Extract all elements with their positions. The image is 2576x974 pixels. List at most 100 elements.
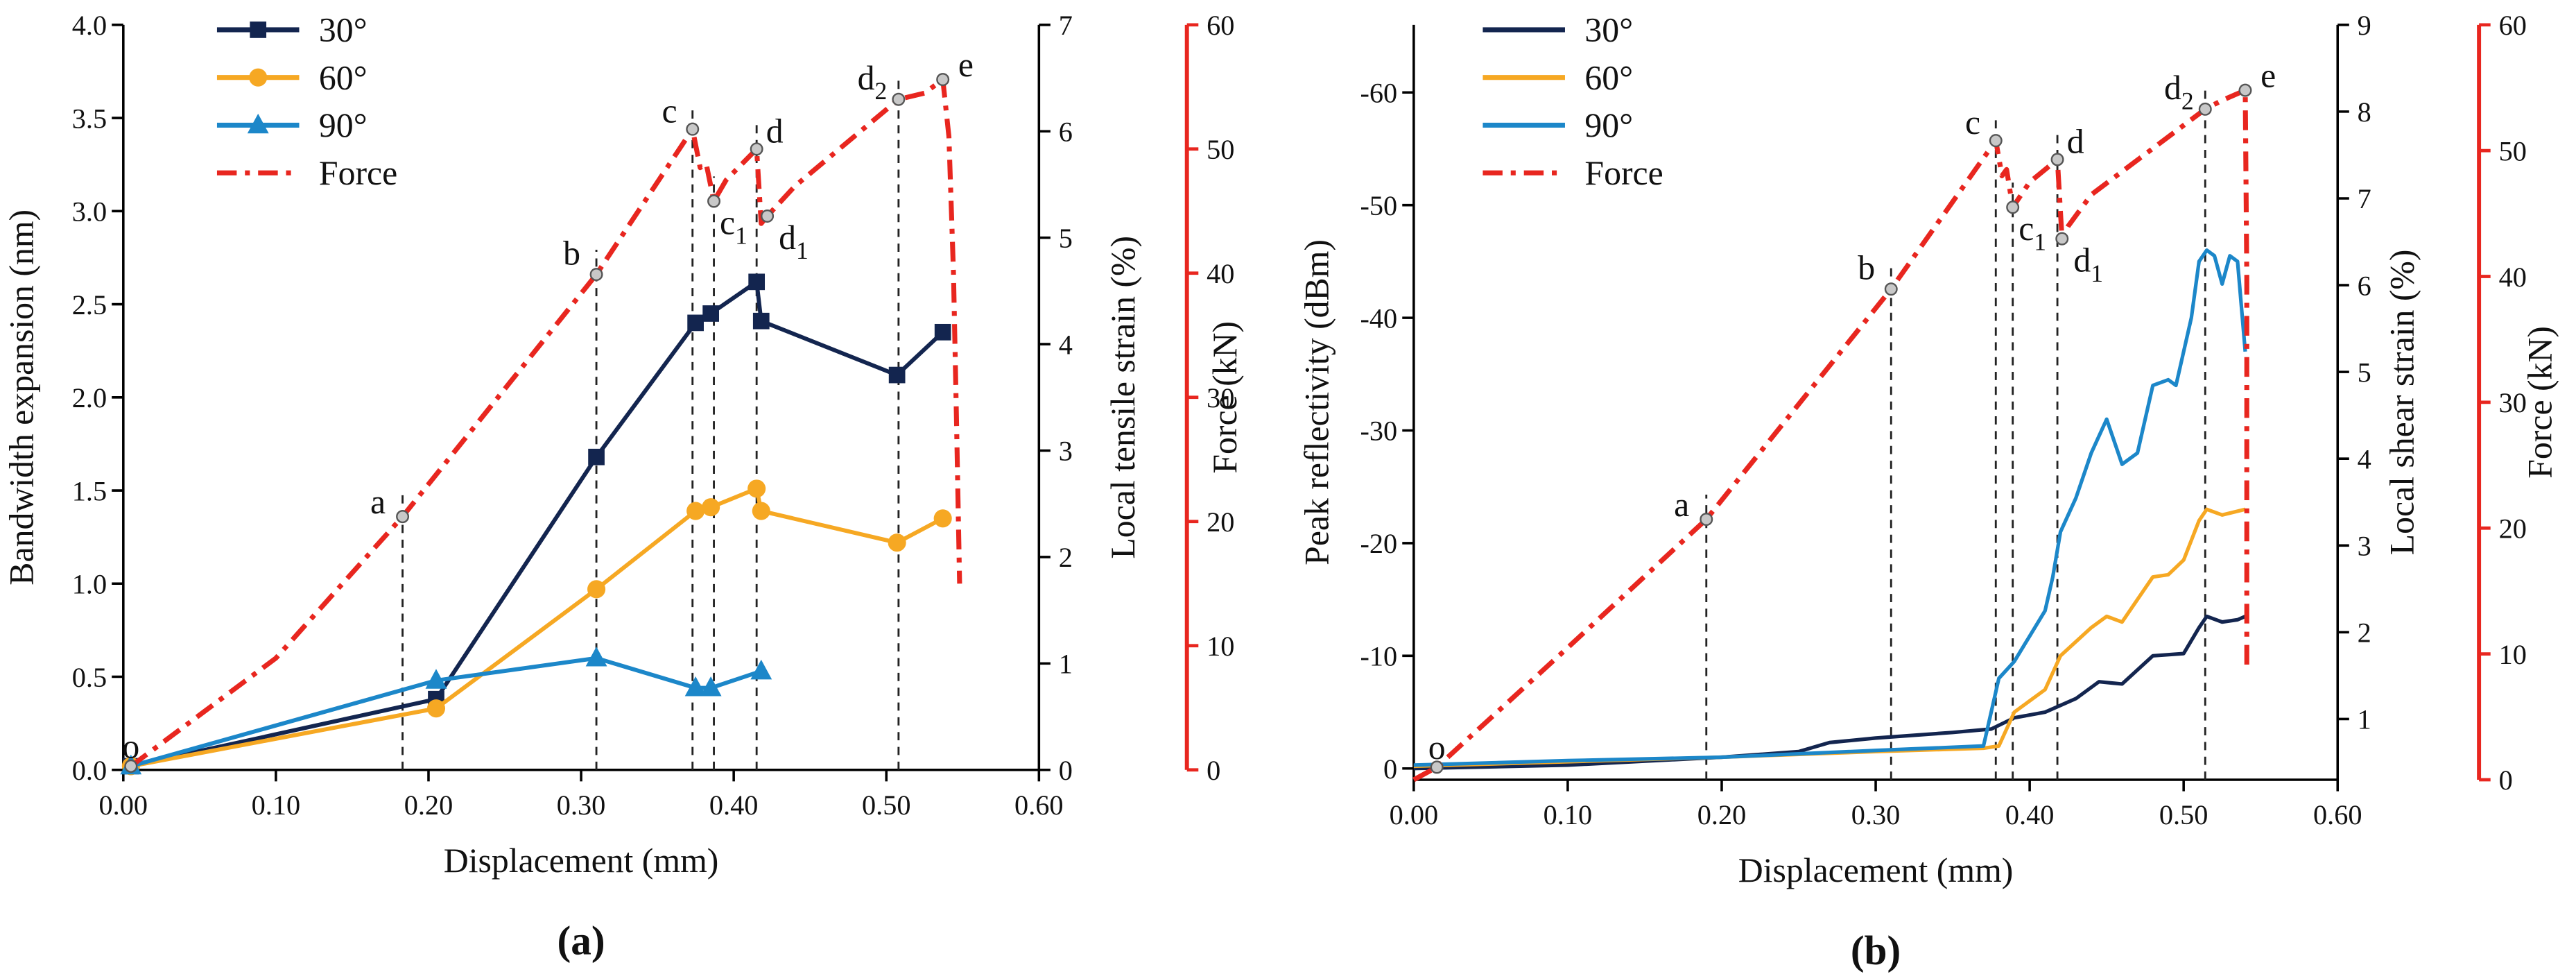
y-tick-label: 0 [1383,753,1397,785]
event-letter: c [2019,210,2034,248]
y3-tick-label: 0 [1207,755,1220,786]
series-line [130,486,944,769]
legend-label: 60° [1584,58,1633,96]
marker [686,502,705,520]
y3-tick-label: 40 [2499,262,2527,293]
legend-marker [247,113,269,134]
event-letter: a [1674,486,1689,524]
y2-tick-label: 1 [2358,704,2371,735]
event-marker [1430,760,1444,774]
marker [585,647,607,667]
y3-tick-label: 20 [2499,513,2527,544]
x-tick-label: 0.60 [1014,789,1064,821]
marker [684,676,707,697]
x-tick-label: 0.30 [1851,799,1901,830]
marker [425,669,447,689]
marker [933,509,952,528]
event-label: d2 [858,59,888,105]
series-line [1413,507,2246,769]
marker [702,305,719,322]
event-label: c1 [2019,210,2046,255]
y-tick-label: 4.0 [72,10,107,41]
y-tick-label: -20 [1360,528,1397,559]
x-tick-label: 0.40 [709,789,759,821]
event-label: c1 [720,203,747,249]
legend-marker [250,22,267,38]
event-label: a [370,483,386,521]
y2-tick-label: 5 [1059,223,1073,254]
y2-tick-label: 6 [1059,116,1073,147]
series-line [1413,248,2247,767]
x-tick-label: 0.10 [1544,799,1593,830]
event-label: o [1428,728,1446,767]
marker [750,659,772,680]
event-subscript: 2 [2181,87,2194,114]
y2-tick-label: 9 [2358,10,2371,41]
y2-tick-label: 4 [1059,329,1073,360]
marker [888,366,906,384]
event-letter: e [2261,56,2276,94]
event-marker [2238,83,2252,97]
x-tick-label: 0.00 [99,789,148,821]
legend-label: Force [1584,154,1663,192]
y-tick-label: -30 [1360,416,1397,447]
marker [752,502,770,520]
y3-tick-label: 30 [2499,387,2527,418]
y3-axis-title: Force (kN) [2521,326,2559,479]
x-tick-label: 0.10 [252,789,301,821]
y-tick-label: 1.0 [72,569,107,600]
x-tick-label: 0.00 [1390,799,1439,830]
marker [934,323,951,341]
y-tick-label: -50 [1360,190,1397,221]
marker [588,448,605,465]
legend-label: 90° [1584,106,1633,144]
y-tick-label: 0.5 [72,662,107,693]
event-marker [1884,282,1898,296]
y2-axis-title: Local tensile strain (%) [1104,236,1142,559]
event-marker [1700,513,1713,527]
marker [747,479,766,498]
y-tick-label: 2.0 [72,382,107,413]
marker [426,699,446,718]
y3-tick-label: 50 [1207,134,1234,165]
event-subscript: 1 [2034,228,2046,255]
marker [702,498,720,517]
event-marker [124,759,138,773]
y2-tick-label: 7 [1059,10,1073,41]
x-axis-title: Displacement (mm) [1738,851,2014,889]
y3-tick-label: 60 [1207,10,1234,41]
y-tick-label: 1.5 [72,475,107,506]
y-tick-label: -60 [1360,77,1397,108]
event-label: e [2261,56,2276,94]
event-marker [2055,232,2069,246]
event-subscript: 1 [2091,259,2103,287]
y3-tick-label: 30 [1207,382,1234,413]
y3-tick-label: 60 [2499,10,2527,41]
legend-label: 30° [1584,11,1633,49]
marker [587,580,606,599]
x-tick-label: 0.20 [404,789,453,821]
event-marker [2006,200,2020,214]
series-line [1413,614,2247,771]
caption: (b) [1851,928,1901,973]
y3-tick-label: 10 [1207,631,1234,662]
series-line [1412,87,2249,783]
event-marker [707,194,721,208]
event-label: b [563,234,580,272]
event-letter: c [662,92,677,130]
y2-tick-label: 3 [2358,531,2371,562]
event-letter: c [1965,103,1980,142]
event-letter: d [766,112,784,150]
x-tick-label: 0.20 [1697,799,1747,830]
y3-tick-label: 20 [1207,506,1234,538]
legend-label: 60° [319,58,368,96]
event-marker [750,142,763,156]
legend-label: 90° [319,106,368,144]
legend-label: Force [319,154,397,192]
marker [888,533,906,552]
y2-tick-label: 2 [2358,617,2371,649]
event-marker [1989,134,2003,148]
event-marker [589,268,603,282]
event-letter: b [1858,248,1875,287]
